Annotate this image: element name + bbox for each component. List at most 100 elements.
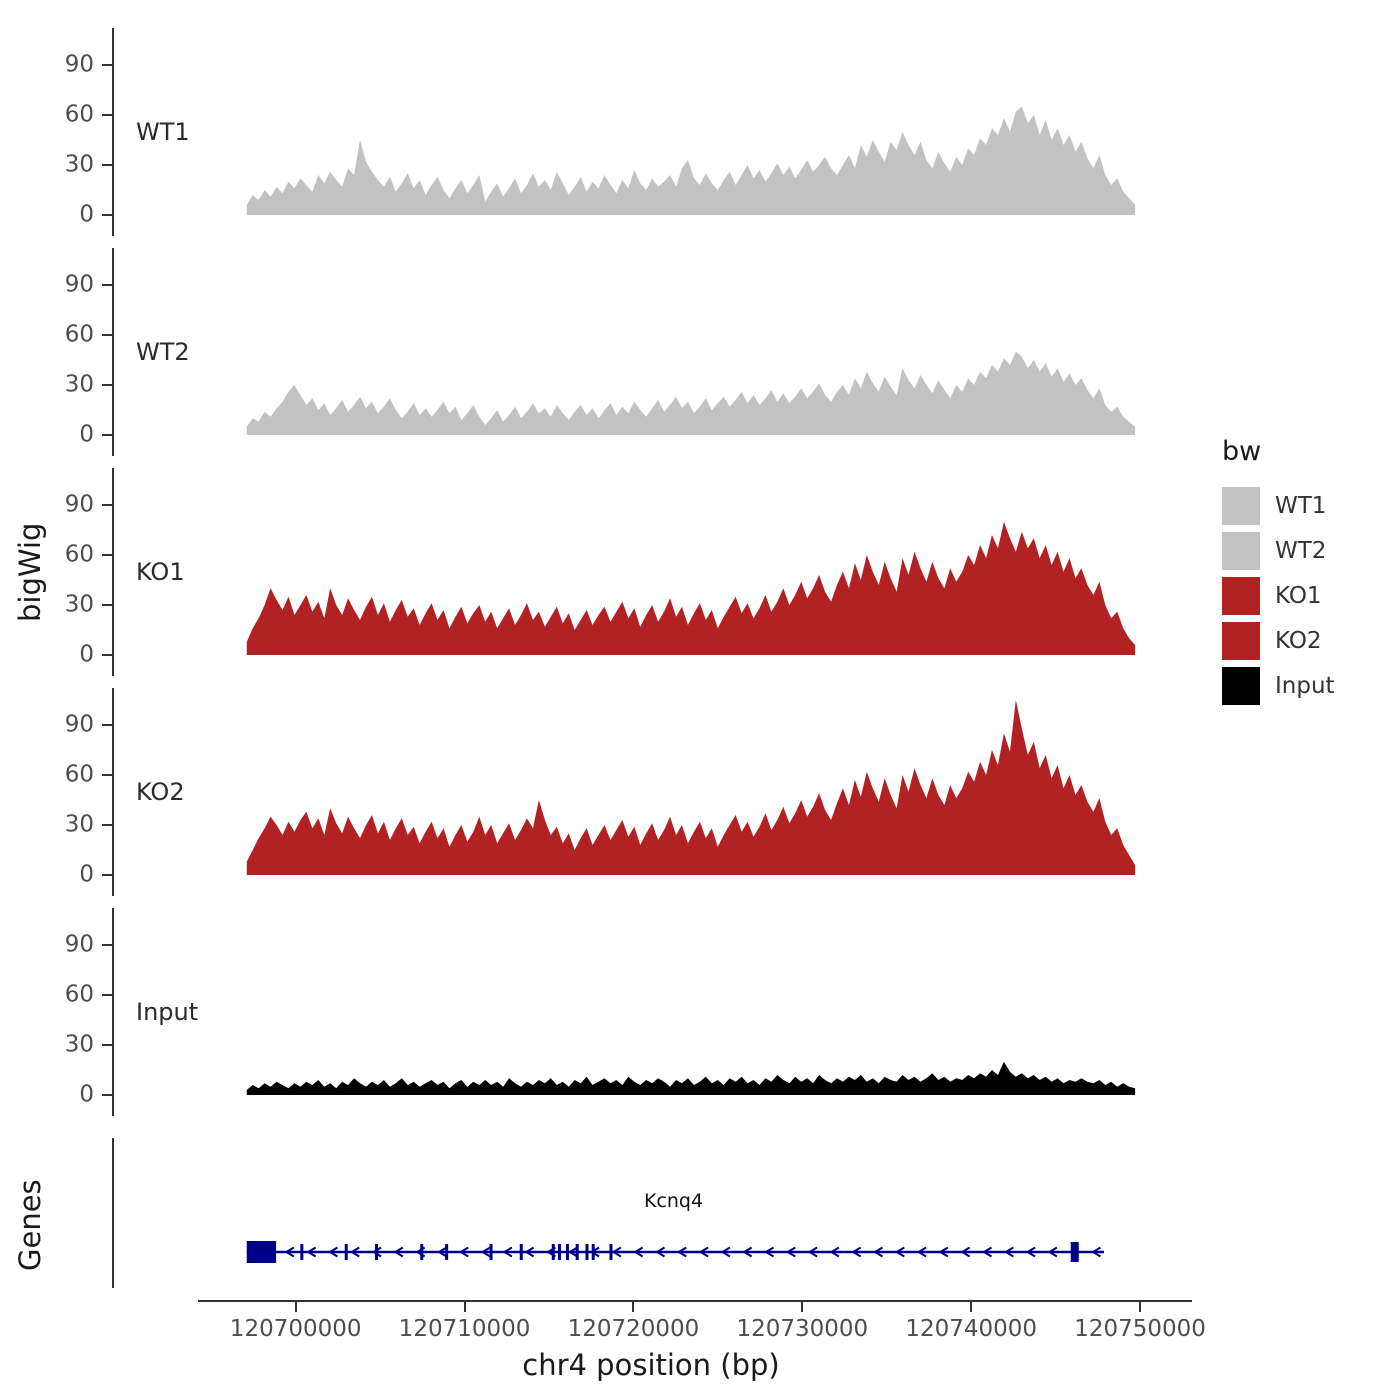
- y-tick-mark: [102, 654, 112, 656]
- y-tick-mark: [102, 284, 112, 286]
- x-tick-mark: [801, 1302, 804, 1312]
- x-tick-mark: [632, 1302, 635, 1312]
- y-tick-mark: [102, 994, 112, 996]
- y-tick-mark: [102, 1044, 112, 1046]
- legend-swatch-ko2: [1222, 621, 1260, 660]
- y-tick-mark: [102, 114, 112, 116]
- y-tick-mark: [102, 874, 112, 876]
- y-tick-mark: [102, 214, 112, 216]
- track-label-ko1: KO1: [136, 558, 185, 586]
- legend: bw WT1 WT2 KO1 KO2 Input: [1222, 436, 1400, 708]
- y-tick-mark: [102, 504, 112, 506]
- x-tick-label: 120730000: [736, 1316, 869, 1342]
- x-tick-label: 120710000: [398, 1316, 531, 1342]
- y-tick-label: 0: [79, 641, 94, 668]
- legend-label-wt1: WT1: [1275, 492, 1327, 519]
- y-tick-label: 30: [64, 591, 94, 618]
- legend-entry-input: Input: [1222, 663, 1400, 708]
- y-tick-label: 0: [79, 861, 94, 888]
- y-tick-label: 0: [79, 1081, 94, 1108]
- y-tick-label: 30: [64, 151, 94, 178]
- y-tick-label: 30: [64, 811, 94, 838]
- track-label-ko2: KO2: [136, 778, 185, 806]
- legend-swatch-input: [1222, 666, 1260, 705]
- y-tick-mark: [102, 64, 112, 66]
- coverage-area-wt2: [246, 351, 1136, 435]
- x-tick-label: 120720000: [567, 1316, 700, 1342]
- y-tick-label: 60: [64, 321, 94, 348]
- panel-wt1: WT1: [114, 28, 1190, 236]
- y-tick-label: 60: [64, 981, 94, 1008]
- track-label-wt2: WT2: [136, 338, 190, 366]
- y-axis-input: 0 30 60 90: [0, 908, 114, 1116]
- y-axis-wt1: 0 30 60 90: [0, 28, 114, 236]
- legend-entry-wt2: WT2: [1222, 528, 1400, 573]
- x-tick-mark: [294, 1302, 297, 1312]
- y-axis-ko1: 0 30 60 90: [0, 468, 114, 676]
- y-tick-mark: [102, 724, 112, 726]
- y-tick-label: 90: [64, 491, 94, 518]
- track-label-input: Input: [136, 998, 199, 1026]
- x-axis-title: chr4 position (bp): [522, 1348, 780, 1382]
- x-tick-label: 120740000: [905, 1316, 1038, 1342]
- y-tick-label: 90: [64, 51, 94, 78]
- legend-label-input: Input: [1275, 672, 1335, 699]
- legend-swatch-ko1: [1222, 576, 1260, 615]
- y-tick-mark: [102, 434, 112, 436]
- y-axis-genes: [0, 1138, 114, 1288]
- coverage-area-ko2: [246, 700, 1136, 875]
- legend-label-wt2: WT2: [1275, 537, 1327, 564]
- y-tick-mark: [102, 604, 112, 606]
- track-row-wt1: 0 30 60 90 WT1: [0, 28, 1190, 236]
- y-tick-label: 60: [64, 541, 94, 568]
- y-tick-mark: [102, 774, 112, 776]
- x-axis-line: [198, 1300, 1192, 1302]
- gene-track-row: Kcnq4: [0, 1138, 1190, 1288]
- panel-input: Input: [114, 908, 1190, 1116]
- y-tick-label: 30: [64, 371, 94, 398]
- track-row-input: 0 30 60 90 Input: [0, 908, 1190, 1116]
- y-tick-mark: [102, 334, 112, 336]
- y-tick-mark: [102, 1094, 112, 1096]
- coverage-area-wt1: [246, 106, 1136, 215]
- legend-entry-wt1: WT1: [1222, 483, 1400, 528]
- y-tick-label: 60: [64, 761, 94, 788]
- x-tick-mark: [970, 1302, 973, 1312]
- y-tick-label: 90: [64, 711, 94, 738]
- legend-title: bw: [1222, 436, 1262, 467]
- track-label-wt1: WT1: [136, 118, 190, 146]
- y-axis-ko2: 0 30 60 90: [0, 688, 114, 896]
- y-tick-label: 60: [64, 101, 94, 128]
- y-tick-mark: [102, 824, 112, 826]
- gene-name-label: Kcnq4: [643, 1190, 704, 1212]
- x-axis: 120700000 120710000 120720000 120730000 1207…: [112, 1300, 1206, 1344]
- panel-ko1: KO1: [114, 468, 1190, 676]
- legend-entry-ko1: KO1: [1222, 573, 1400, 618]
- legend-label-ko1: KO1: [1275, 582, 1322, 609]
- legend-swatch-wt1: [1222, 486, 1260, 525]
- panel-ko2: KO2: [114, 688, 1190, 896]
- legend-swatch-wt2: [1222, 531, 1260, 570]
- y-tick-label: 90: [64, 931, 94, 958]
- x-tick-label: 120700000: [229, 1316, 362, 1342]
- panel-genes: Kcnq4: [114, 1138, 1190, 1288]
- coverage-area-input: [246, 1061, 1136, 1095]
- x-tick-mark: [463, 1302, 466, 1312]
- y-tick-mark: [102, 164, 112, 166]
- coverage-area-ko1: [246, 521, 1136, 655]
- y-axis-wt2: 0 30 60 90: [0, 248, 114, 456]
- x-tick-label: 120750000: [1074, 1316, 1206, 1342]
- y-tick-mark: [102, 944, 112, 946]
- y-tick-label: 90: [64, 271, 94, 298]
- track-row-ko2: 0 30 60 90 KO2: [0, 688, 1190, 896]
- y-tick-label: 0: [79, 201, 94, 228]
- y-tick-label: 30: [64, 1031, 94, 1058]
- panel-wt2: WT2: [114, 248, 1190, 456]
- track-rows: 0 30 60 90 WT1 0 30 60 90 WT2 0 30 60 90 KO1 0 30 6…: [0, 28, 1190, 1288]
- track-row-wt2: 0 30 60 90 WT2: [0, 248, 1190, 456]
- legend-entry-ko2: KO2: [1222, 618, 1400, 663]
- gene-model: [246, 1241, 1105, 1263]
- y-tick-mark: [102, 384, 112, 386]
- legend-label-ko2: KO2: [1275, 627, 1322, 654]
